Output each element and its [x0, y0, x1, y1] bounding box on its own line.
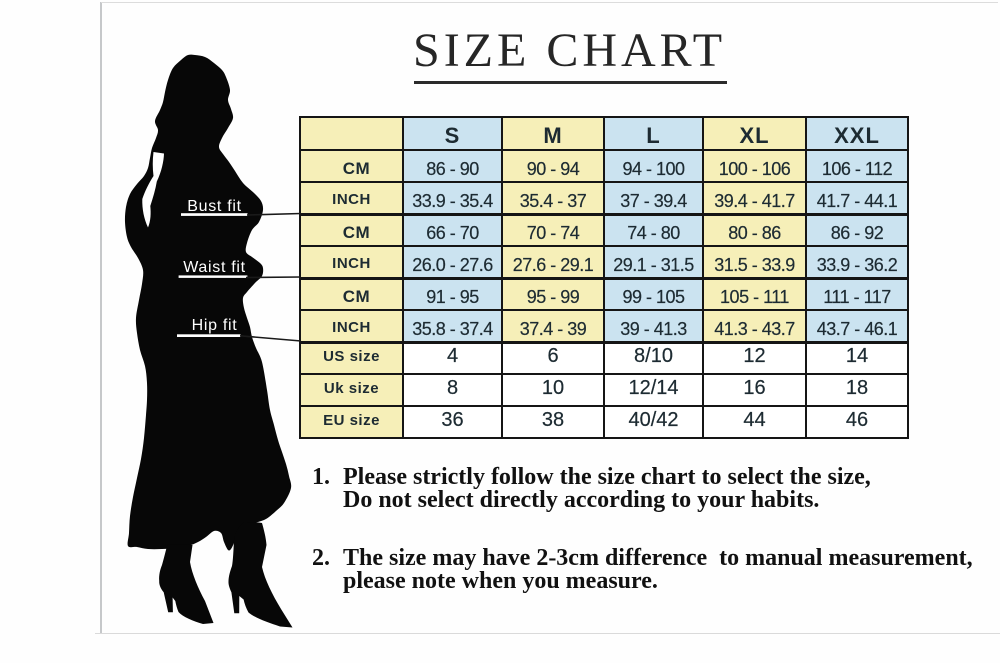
svg-text:Waist fit: Waist fit	[183, 259, 246, 276]
svg-text:Hip fit: Hip fit	[192, 317, 238, 334]
svg-text:Bust fit: Bust fit	[187, 198, 242, 215]
